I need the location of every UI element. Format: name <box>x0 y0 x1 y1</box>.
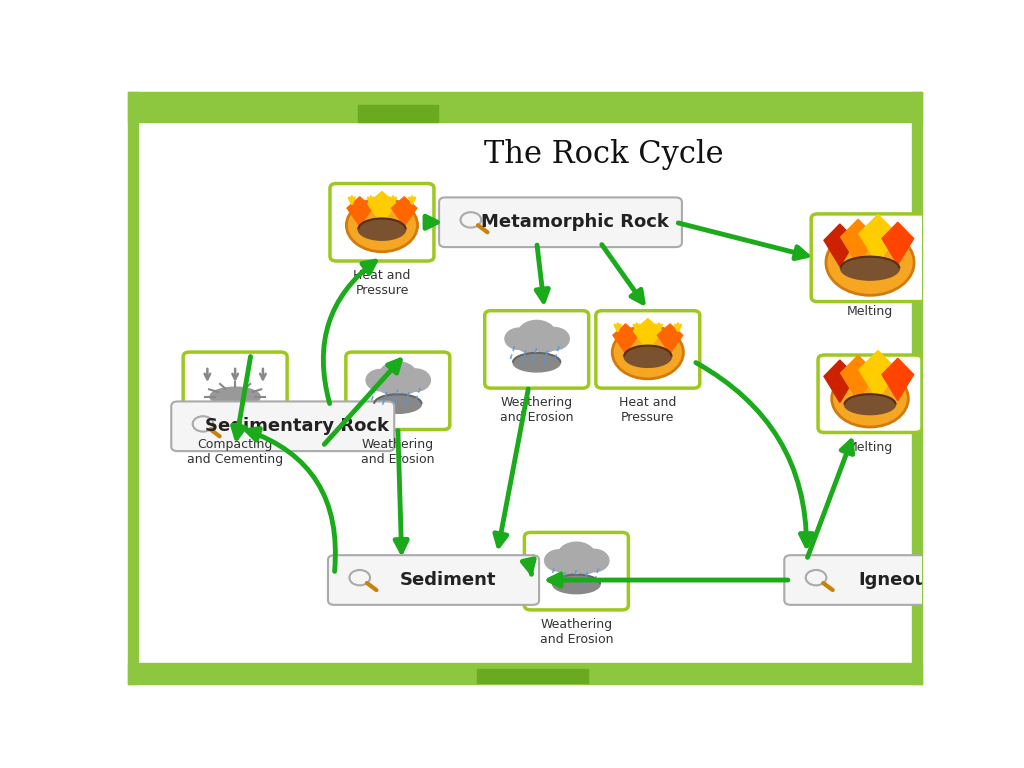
FancyBboxPatch shape <box>596 311 699 388</box>
Circle shape <box>346 199 418 252</box>
Polygon shape <box>347 197 373 226</box>
Circle shape <box>545 550 573 571</box>
Circle shape <box>557 556 581 574</box>
FancyBboxPatch shape <box>183 352 287 429</box>
FancyBboxPatch shape <box>818 355 922 432</box>
Text: Weathering
and Erosion: Weathering and Erosion <box>361 438 434 466</box>
Circle shape <box>826 230 914 296</box>
Polygon shape <box>613 324 638 353</box>
Text: The Rock Cycle: The Rock Cycle <box>484 139 724 170</box>
Text: Weathering
and Erosion: Weathering and Erosion <box>540 618 613 646</box>
Polygon shape <box>824 224 856 266</box>
FancyBboxPatch shape <box>439 197 682 247</box>
Circle shape <box>400 369 430 392</box>
Circle shape <box>517 335 541 353</box>
Circle shape <box>831 370 908 427</box>
Ellipse shape <box>845 394 896 415</box>
Polygon shape <box>634 319 663 351</box>
FancyBboxPatch shape <box>328 555 539 605</box>
Polygon shape <box>657 324 683 353</box>
Polygon shape <box>824 360 856 402</box>
Circle shape <box>378 376 401 394</box>
Ellipse shape <box>374 394 422 413</box>
Bar <box>912 92 922 684</box>
Text: Sediment: Sediment <box>399 571 496 589</box>
Polygon shape <box>859 214 897 264</box>
Circle shape <box>394 376 418 394</box>
Circle shape <box>557 542 595 571</box>
Ellipse shape <box>553 574 600 594</box>
Text: Weathering
and Erosion: Weathering and Erosion <box>500 396 573 425</box>
Ellipse shape <box>513 353 560 372</box>
Text: Melting: Melting <box>847 441 893 454</box>
Bar <box>358 105 437 121</box>
Text: Heat and
Pressure: Heat and Pressure <box>353 270 411 297</box>
Polygon shape <box>859 350 897 401</box>
FancyBboxPatch shape <box>811 214 929 302</box>
FancyBboxPatch shape <box>784 555 972 605</box>
FancyBboxPatch shape <box>524 532 629 610</box>
Ellipse shape <box>841 257 899 280</box>
Circle shape <box>367 369 394 391</box>
Polygon shape <box>841 356 876 402</box>
Circle shape <box>532 335 557 353</box>
Text: Sedimentary Rock: Sedimentary Rock <box>205 417 389 435</box>
Text: Igneous: Igneous <box>858 571 938 589</box>
Circle shape <box>572 556 596 574</box>
FancyBboxPatch shape <box>171 402 394 451</box>
Bar <box>477 669 589 684</box>
Circle shape <box>612 326 683 379</box>
Circle shape <box>379 362 417 390</box>
Polygon shape <box>841 220 876 266</box>
Text: Melting: Melting <box>847 305 893 318</box>
Polygon shape <box>391 197 417 226</box>
Polygon shape <box>882 222 913 264</box>
FancyBboxPatch shape <box>484 311 589 388</box>
Bar <box>128 92 137 684</box>
FancyBboxPatch shape <box>330 184 434 261</box>
Bar <box>128 92 922 121</box>
Circle shape <box>579 549 609 571</box>
Text: Heat and
Pressure: Heat and Pressure <box>620 396 677 425</box>
Circle shape <box>505 328 534 349</box>
Ellipse shape <box>210 387 260 406</box>
Circle shape <box>518 320 556 349</box>
Polygon shape <box>882 358 913 401</box>
Bar <box>128 663 922 684</box>
Text: Metamorphic Rock: Metamorphic Rock <box>481 214 669 231</box>
FancyBboxPatch shape <box>346 352 450 429</box>
Polygon shape <box>368 191 396 223</box>
Circle shape <box>539 327 569 350</box>
Text: Compacting
and Cementing: Compacting and Cementing <box>187 438 284 466</box>
Ellipse shape <box>358 218 406 240</box>
Ellipse shape <box>624 346 672 367</box>
